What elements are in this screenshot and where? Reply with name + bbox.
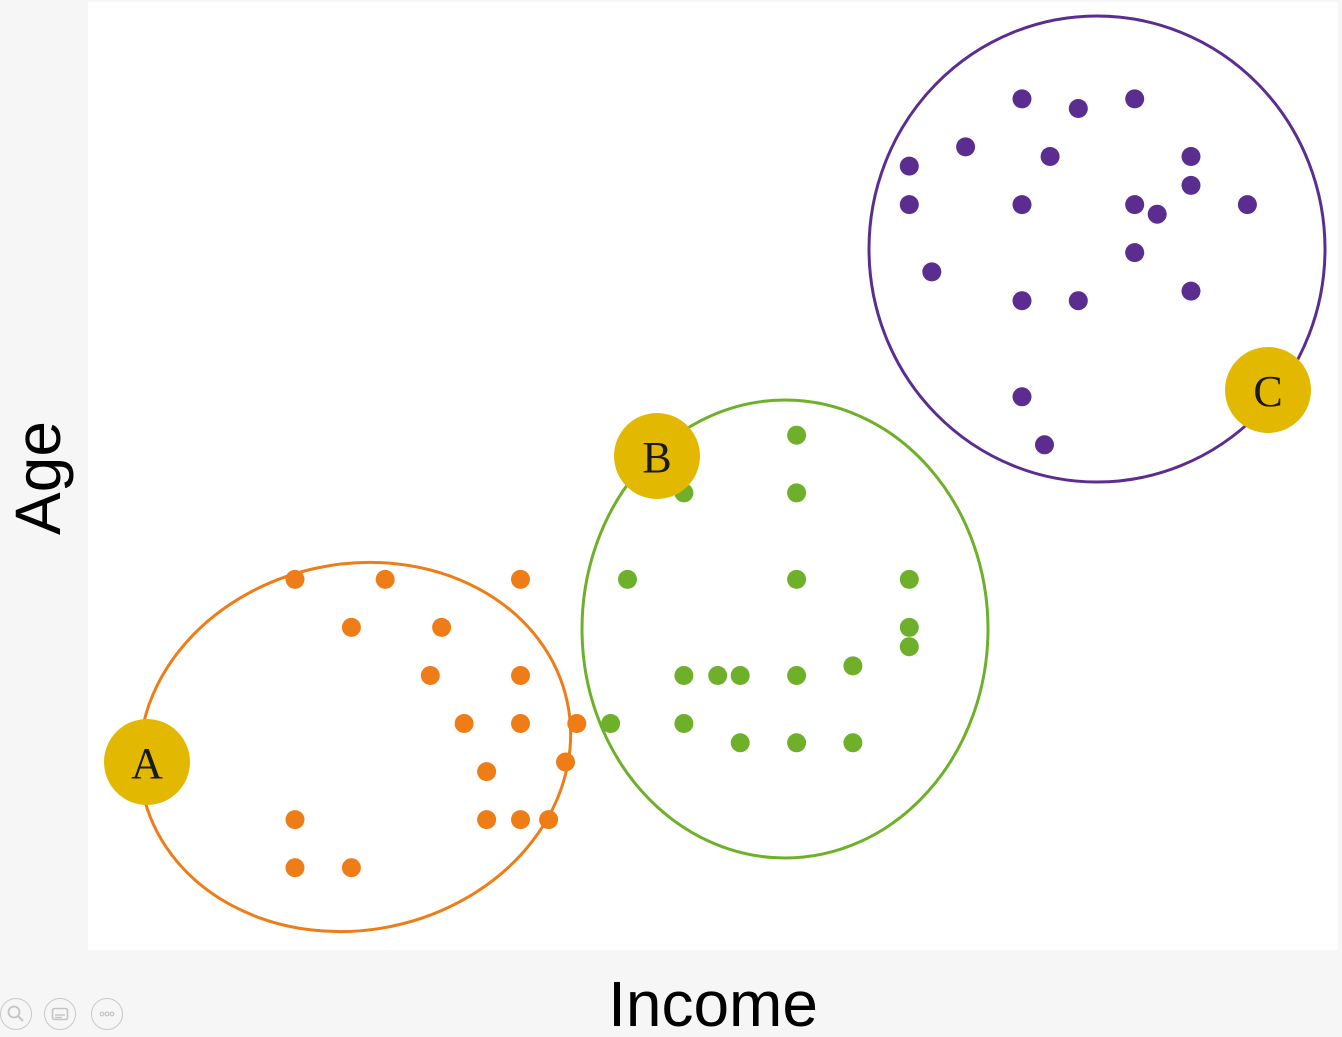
data-point-c-16	[1068, 291, 1088, 311]
captions-icon	[51, 1007, 69, 1021]
more-options-button[interactable]	[91, 998, 123, 1030]
data-point-a-4	[432, 617, 452, 637]
data-point-c-4	[899, 156, 919, 176]
data-point-a-8	[511, 714, 530, 733]
data-point-a-11	[567, 714, 587, 733]
badge-circle	[1225, 347, 1311, 433]
data-point-c-9	[1012, 195, 1032, 215]
data-point-b-13	[601, 714, 621, 733]
data-point-c-14	[922, 262, 942, 282]
data-point-a-1	[375, 569, 395, 589]
data-point-a-16	[285, 810, 305, 830]
data-point-b-6	[899, 617, 919, 637]
cluster-outline-c	[867, 14, 1327, 484]
data-point-b-2	[787, 483, 807, 503]
data-point-b-17	[843, 733, 863, 753]
cluster-outline-b	[580, 398, 990, 860]
data-point-b-4	[787, 569, 807, 589]
data-points	[285, 89, 1257, 878]
data-point-c-7	[1181, 175, 1201, 195]
data-point-b-3	[618, 569, 637, 589]
cluster-badges: A B C	[104, 347, 1311, 805]
plot-area	[88, 2, 1338, 950]
magnifier-icon	[7, 1005, 24, 1022]
data-point-b-8	[674, 666, 694, 685]
data-point-a-10	[477, 810, 497, 830]
data-point-c-1	[1068, 99, 1088, 118]
data-point-b-0	[787, 425, 807, 445]
data-point-a-3	[420, 666, 440, 685]
more-icon	[99, 1011, 115, 1017]
zoom-button[interactable]	[0, 998, 32, 1030]
y-axis-label: Age	[2, 421, 74, 535]
data-point-c-8	[899, 195, 919, 215]
data-point-a-13	[539, 810, 559, 830]
data-point-c-6	[1181, 147, 1201, 166]
data-point-a-9	[477, 762, 497, 782]
data-point-c-13	[1125, 243, 1145, 263]
data-point-c-2	[1125, 89, 1145, 109]
captions-button[interactable]	[44, 998, 76, 1030]
cluster-label-b: B	[642, 433, 671, 482]
data-point-b-10	[730, 666, 750, 685]
data-point-b-5	[899, 569, 919, 589]
data-point-a-17	[285, 858, 305, 878]
data-point-a-6	[511, 569, 530, 589]
data-point-b-7	[899, 637, 919, 657]
data-point-c-0	[1012, 89, 1032, 109]
cluster-label-a: A	[131, 739, 163, 788]
data-point-a-5	[454, 714, 474, 733]
cluster-label-c: C	[1253, 367, 1282, 416]
data-point-b-11	[787, 666, 807, 685]
data-point-c-19	[1035, 435, 1054, 455]
data-point-a-7	[511, 666, 530, 685]
data-point-c-12	[1237, 195, 1257, 215]
data-point-c-5	[1040, 147, 1060, 166]
badge-circle	[104, 719, 190, 805]
cluster-badge-a: A	[104, 719, 190, 805]
cluster-badge-b: B	[614, 413, 700, 499]
data-point-a-15	[341, 858, 361, 878]
data-point-b-14	[674, 714, 694, 733]
data-point-a-12	[556, 752, 575, 772]
data-point-a-2	[341, 617, 361, 637]
data-point-b-12	[843, 656, 863, 676]
data-point-a-14	[511, 810, 530, 830]
data-point-c-17	[1181, 281, 1201, 301]
data-point-a-0	[285, 569, 305, 589]
data-point-c-15	[1012, 291, 1032, 311]
data-point-b-16	[787, 733, 807, 753]
data-point-c-11	[1147, 204, 1167, 224]
data-point-c-18	[1012, 387, 1032, 407]
data-point-c-3	[956, 137, 976, 157]
badge-circle	[614, 413, 700, 499]
data-point-c-10	[1125, 195, 1145, 215]
cluster-badge-c: C	[1225, 347, 1311, 433]
data-point-b-15	[730, 733, 750, 753]
x-axis-label: Income	[608, 968, 818, 1037]
data-point-b-9	[708, 666, 728, 685]
